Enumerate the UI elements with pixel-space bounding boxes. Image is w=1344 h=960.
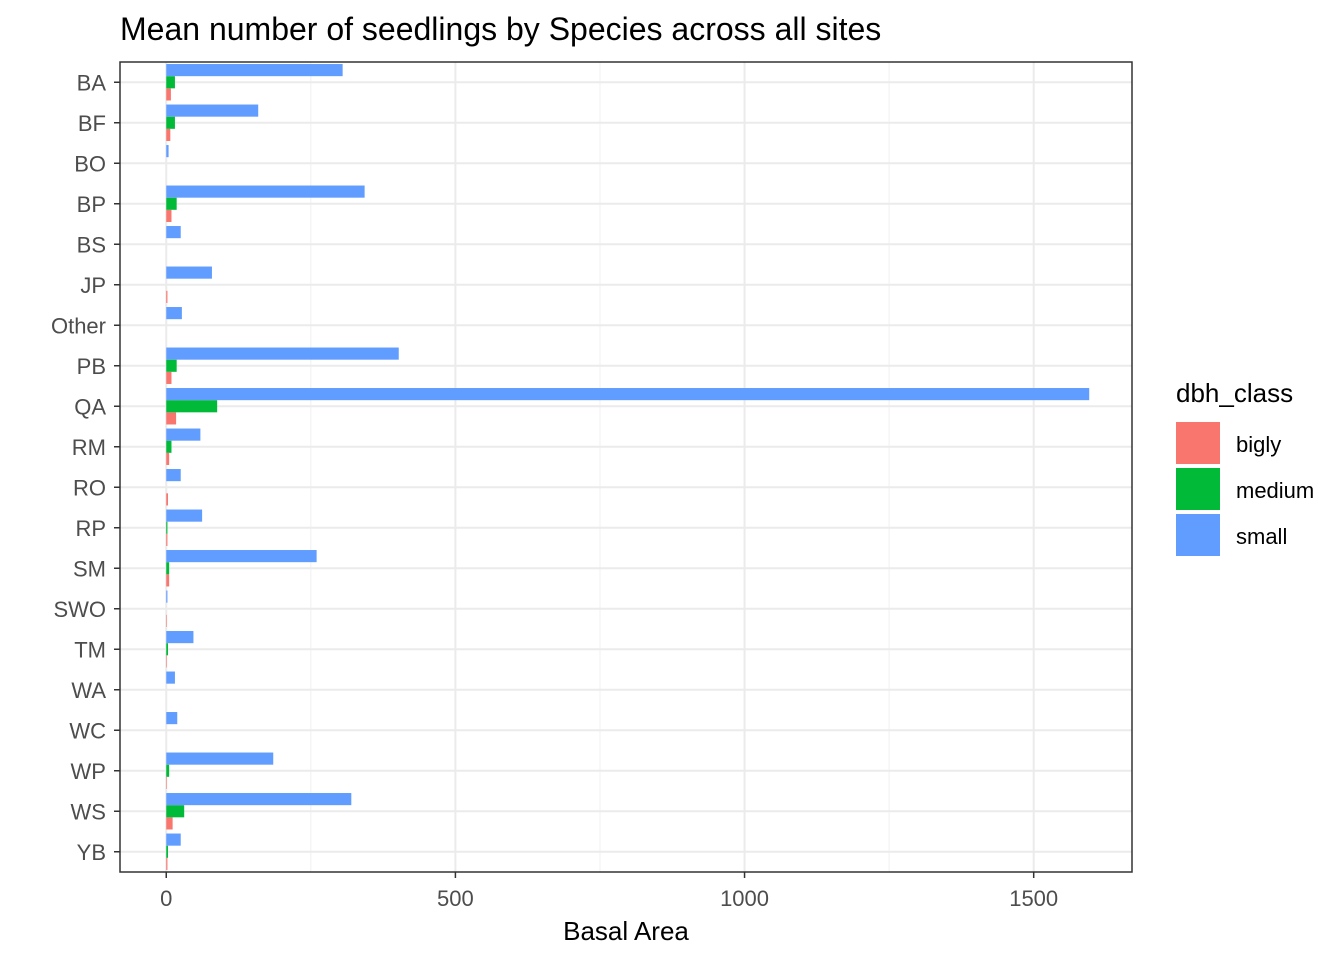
legend-key-medium bbox=[1176, 468, 1220, 510]
y-tick-label: WP bbox=[71, 759, 106, 784]
bar-BF-small bbox=[166, 104, 259, 117]
chart-title: Mean number of seedlings by Species acro… bbox=[120, 11, 881, 47]
bar-BS-small bbox=[166, 226, 181, 239]
bar-QA-small bbox=[166, 388, 1090, 401]
bar-BO-small bbox=[166, 145, 169, 158]
y-tick-label: PB bbox=[77, 354, 106, 379]
y-tick-label: RP bbox=[75, 516, 106, 541]
legend-label-medium: medium bbox=[1236, 478, 1314, 503]
y-tick-label: SM bbox=[73, 556, 106, 581]
bar-BA-bigly bbox=[166, 88, 171, 101]
bar-RO-bigly bbox=[166, 493, 168, 506]
bar-WS-small bbox=[166, 793, 352, 806]
bar-WP-bigly bbox=[166, 776, 167, 789]
legend-key-bigly bbox=[1176, 422, 1220, 464]
bar-YB-small bbox=[166, 833, 181, 846]
bar-SM-bigly bbox=[166, 574, 170, 587]
bar-RM-medium bbox=[166, 440, 172, 453]
bar-PB-bigly bbox=[166, 371, 172, 384]
bar-SM-medium bbox=[166, 562, 170, 575]
bar-PB-small bbox=[166, 347, 399, 360]
bar-WP-small bbox=[166, 752, 274, 765]
bar-RP-bigly bbox=[166, 533, 168, 546]
bar-WP-medium bbox=[166, 764, 170, 777]
bar-WS-bigly bbox=[166, 817, 173, 830]
y-tick-label: JP bbox=[80, 273, 106, 298]
bar-JP-bigly bbox=[166, 290, 168, 303]
x-tick-label: 500 bbox=[437, 886, 474, 911]
bar-WS-medium bbox=[166, 805, 185, 818]
bar-BA-small bbox=[166, 64, 343, 77]
y-tick-label: BO bbox=[74, 151, 106, 176]
y-tick-label: TM bbox=[74, 637, 106, 662]
y-tick-label: BA bbox=[77, 70, 107, 95]
legend-label-bigly: bigly bbox=[1236, 432, 1281, 457]
grid bbox=[120, 62, 1132, 872]
bar-PB-medium bbox=[166, 359, 177, 372]
y-tick-label: RO bbox=[73, 475, 106, 500]
bar-RM-small bbox=[166, 428, 201, 441]
y-tick-label: SWO bbox=[53, 597, 106, 622]
bar-BF-bigly bbox=[166, 128, 171, 141]
bar-Other-small bbox=[166, 307, 182, 320]
bar-BP-bigly bbox=[166, 209, 172, 222]
bar-WC-small bbox=[166, 712, 178, 725]
bar-TM-bigly bbox=[166, 655, 167, 668]
y-axis: BA BF BO BP BS JP Other PB QA RM RO RP SM SWO TM WA WC WP… bbox=[51, 70, 120, 865]
legend-label-small: small bbox=[1236, 524, 1287, 549]
bar-RO-small bbox=[166, 469, 181, 482]
y-tick-label: BP bbox=[77, 192, 106, 217]
bar-JP-small bbox=[166, 266, 212, 279]
bar-RM-bigly bbox=[166, 452, 170, 465]
y-tick-label: YB bbox=[77, 840, 106, 865]
y-tick-label: Other bbox=[51, 313, 106, 338]
x-tick-label: 1000 bbox=[720, 886, 769, 911]
y-tick-label: QA bbox=[74, 394, 106, 419]
bar-TM-medium bbox=[166, 643, 168, 656]
x-tick-label: 1500 bbox=[1009, 886, 1058, 911]
legend: dbh_class bigly medium small bbox=[1176, 378, 1314, 556]
bar-SM-small bbox=[166, 550, 317, 563]
x-tick-label: 0 bbox=[160, 886, 172, 911]
bar-TM-small bbox=[166, 631, 194, 644]
bar-RP-medium bbox=[166, 521, 168, 534]
y-tick-label: WS bbox=[71, 799, 106, 824]
bar-BP-small bbox=[166, 185, 365, 198]
y-tick-label: BF bbox=[78, 111, 106, 136]
bar-WA-small bbox=[166, 671, 175, 684]
bar-QA-medium bbox=[166, 400, 218, 413]
legend-title: dbh_class bbox=[1176, 378, 1293, 408]
bar-YB-bigly bbox=[166, 857, 168, 870]
bar-SWO-small bbox=[166, 590, 168, 603]
bar-BA-medium bbox=[166, 76, 175, 89]
y-tick-label: BS bbox=[77, 232, 106, 257]
y-tick-label: WC bbox=[69, 718, 106, 743]
bar-SWO-bigly bbox=[166, 614, 167, 627]
y-tick-label: RM bbox=[72, 435, 106, 460]
x-axis-title: Basal Area bbox=[563, 916, 689, 946]
bar-RP-small bbox=[166, 509, 203, 522]
bar-BF-medium bbox=[166, 116, 175, 129]
x-axis: 0 500 1000 1500 bbox=[160, 872, 1058, 911]
bars bbox=[166, 64, 1090, 870]
bar-BP-medium bbox=[166, 197, 177, 210]
bar-QA-bigly bbox=[166, 412, 177, 425]
panel-border bbox=[119, 61, 1133, 873]
legend-key-small bbox=[1176, 514, 1220, 556]
bar-YB-medium bbox=[166, 845, 168, 858]
y-tick-label: WA bbox=[71, 678, 106, 703]
